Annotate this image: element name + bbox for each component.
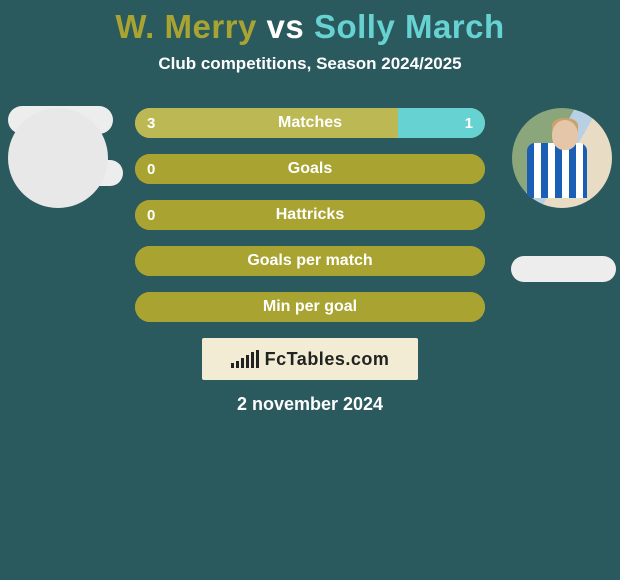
logo-bar-icon xyxy=(236,361,239,368)
bar-value-right: 1 xyxy=(465,108,473,138)
title-vs: vs xyxy=(267,8,305,45)
logo-bar-icon xyxy=(241,358,244,368)
bar-label: Goals xyxy=(135,154,485,184)
avatar-right-photo xyxy=(512,108,612,208)
bar-label: Hattricks xyxy=(135,200,485,230)
bar-value-left: 0 xyxy=(147,154,155,184)
bar-label: Min per goal xyxy=(135,292,485,322)
date-text: 2 november 2024 xyxy=(0,394,620,415)
page-title: W. Merry vs Solly March xyxy=(0,0,620,46)
decor-pill xyxy=(511,256,616,282)
avatar-left xyxy=(8,108,108,208)
stat-bar: Goals per match xyxy=(135,246,485,276)
logo-bar-icon xyxy=(256,350,259,368)
bar-value-left: 3 xyxy=(147,108,155,138)
bar-label: Matches xyxy=(135,108,485,138)
stat-bar: Min per goal xyxy=(135,292,485,322)
stat-bar: Goals0 xyxy=(135,154,485,184)
stat-bar: Hattricks0 xyxy=(135,200,485,230)
title-player2: Solly March xyxy=(314,8,505,45)
logo-bar-icon xyxy=(251,352,254,368)
logo-bar-icon xyxy=(231,363,234,368)
logo-text: FcTables.com xyxy=(265,349,390,370)
logo-bar-icon xyxy=(246,355,249,368)
title-player1: W. Merry xyxy=(115,8,257,45)
stat-bars: Matches31Goals0Hattricks0Goals per match… xyxy=(135,108,485,322)
stat-bar: Matches3 1 xyxy=(135,108,485,138)
logo-box: FcTables.com xyxy=(202,338,418,380)
subtitle: Club competitions, Season 2024/2025 xyxy=(0,54,620,74)
bar-label: Goals per match xyxy=(135,246,485,276)
logo-bars-icon xyxy=(231,350,259,368)
jersey-icon xyxy=(527,143,587,198)
avatar-right xyxy=(512,108,612,208)
bar-value-left: 0 xyxy=(147,200,155,230)
head-icon xyxy=(552,120,578,150)
stats-area: Matches31Goals0Hattricks0Goals per match… xyxy=(0,108,620,322)
